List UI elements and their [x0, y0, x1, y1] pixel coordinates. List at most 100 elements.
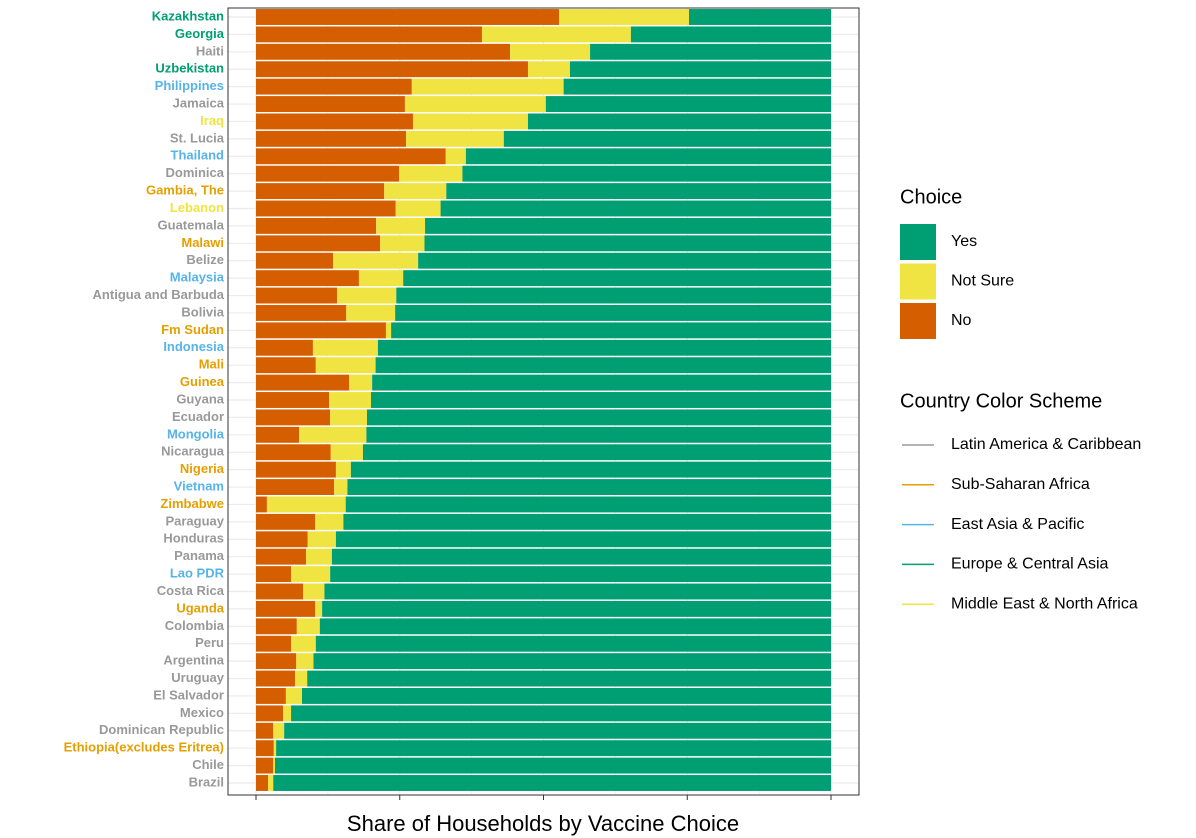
bar-segment — [380, 235, 425, 252]
bar-segment — [273, 775, 831, 791]
bar-segment — [256, 235, 381, 252]
y-tick-label: Nicaragua — [161, 444, 225, 459]
bar-segment — [256, 217, 377, 234]
bar-segment — [256, 78, 412, 95]
bar-segment — [296, 653, 314, 670]
bar-segment — [377, 339, 831, 356]
bar-segment — [366, 409, 831, 426]
bar-segment — [256, 357, 316, 374]
bar-segment — [256, 531, 308, 548]
bar-segment — [366, 426, 831, 443]
bar-segment — [256, 513, 316, 530]
y-tick-label: Malawi — [181, 235, 224, 250]
y-tick-label: Mexico — [180, 705, 224, 720]
y-tick-label: Ethiopia(excludes Eritrea) — [64, 740, 224, 755]
bar-segment — [362, 444, 831, 461]
bar-segment — [335, 461, 351, 478]
legend-label: Yes — [951, 233, 977, 250]
bar-segment — [331, 548, 831, 565]
legend-swatch — [900, 263, 936, 300]
bar-segment — [285, 688, 302, 704]
legend-title: Choice — [900, 186, 962, 208]
bar-segment — [256, 426, 300, 443]
bar-segment — [256, 165, 400, 182]
bar-segment — [569, 61, 831, 78]
bar-segment — [346, 305, 396, 321]
y-tick-label: Guinea — [180, 374, 225, 389]
bar-segment — [333, 252, 419, 269]
bar-segment — [322, 600, 831, 617]
bar-segment — [256, 61, 528, 78]
bar-segment — [335, 531, 831, 548]
bar-segment — [256, 566, 292, 583]
bar-segment — [307, 531, 336, 548]
y-tick-label: Mali — [199, 357, 224, 372]
bar-segment — [291, 705, 831, 722]
bar-segment — [273, 722, 285, 739]
bar-segment — [256, 740, 274, 757]
bar-segment — [256, 688, 286, 704]
bar-segment — [256, 705, 284, 722]
y-tick-label: Malaysia — [170, 270, 225, 285]
bar-segment — [256, 287, 338, 304]
bar-segment — [391, 322, 831, 339]
bar-segment — [440, 200, 831, 217]
y-tick-label: St. Lucia — [170, 130, 225, 145]
bar-segment — [404, 96, 546, 112]
bar-segment — [403, 270, 831, 287]
bar-segment — [330, 566, 831, 583]
y-tick-label: Vietnam — [174, 478, 224, 493]
bar-segment — [424, 235, 831, 252]
y-tick-label: Chile — [192, 757, 224, 772]
bar-segment — [295, 670, 308, 687]
bar-segment — [291, 635, 316, 652]
legend-label: East Asia & Pacific — [951, 516, 1084, 533]
bar-segment — [347, 479, 831, 495]
bar-segment — [256, 96, 405, 112]
y-tick-label: Guyana — [176, 391, 224, 406]
bar-segment — [349, 374, 373, 391]
y-tick-label: Uruguay — [171, 670, 225, 685]
legend-swatch — [900, 303, 936, 339]
bar-segment — [256, 618, 297, 635]
y-tick-label: Honduras — [163, 531, 224, 546]
bar-segment — [527, 113, 831, 130]
bar-segment — [312, 339, 378, 356]
y-tick-label: Zimbabwe — [160, 496, 224, 511]
bar-segment — [273, 757, 275, 774]
bar-segment — [256, 600, 316, 617]
bar-segment — [503, 130, 831, 147]
bar-segment — [350, 461, 831, 478]
bar-segment — [345, 496, 831, 513]
bar-segment — [313, 653, 831, 670]
bar-segment — [330, 444, 363, 461]
legend-swatch — [900, 224, 936, 260]
bar-segment — [330, 409, 367, 426]
bar-segment — [268, 775, 274, 791]
bar-segment — [256, 670, 296, 687]
y-tick-label: Bolivia — [181, 304, 224, 319]
y-tick-label: Kazakhstan — [152, 8, 224, 23]
bar-segment — [256, 374, 350, 391]
y-tick-label: Brazil — [189, 774, 224, 789]
bar-segment — [376, 217, 426, 234]
y-tick-label: Iraq — [200, 113, 224, 128]
bar-segment — [465, 148, 831, 165]
bar-segment — [395, 200, 441, 217]
bar-segment — [527, 61, 570, 78]
y-tick-label: Costa Rica — [157, 583, 225, 598]
bar-segment — [256, 479, 335, 495]
y-tick-label: Dominica — [165, 165, 224, 180]
legend-label: No — [951, 312, 972, 329]
bar-segment — [256, 148, 446, 165]
bar-segment — [315, 513, 344, 530]
bar-segment — [358, 270, 404, 287]
legend-label: Middle East & North Africa — [951, 595, 1138, 612]
bar-segment — [283, 705, 292, 722]
y-tick-label: Paraguay — [165, 513, 224, 528]
bar-segment — [256, 9, 560, 25]
bar-segment — [384, 183, 447, 200]
bar-segment — [256, 653, 297, 670]
